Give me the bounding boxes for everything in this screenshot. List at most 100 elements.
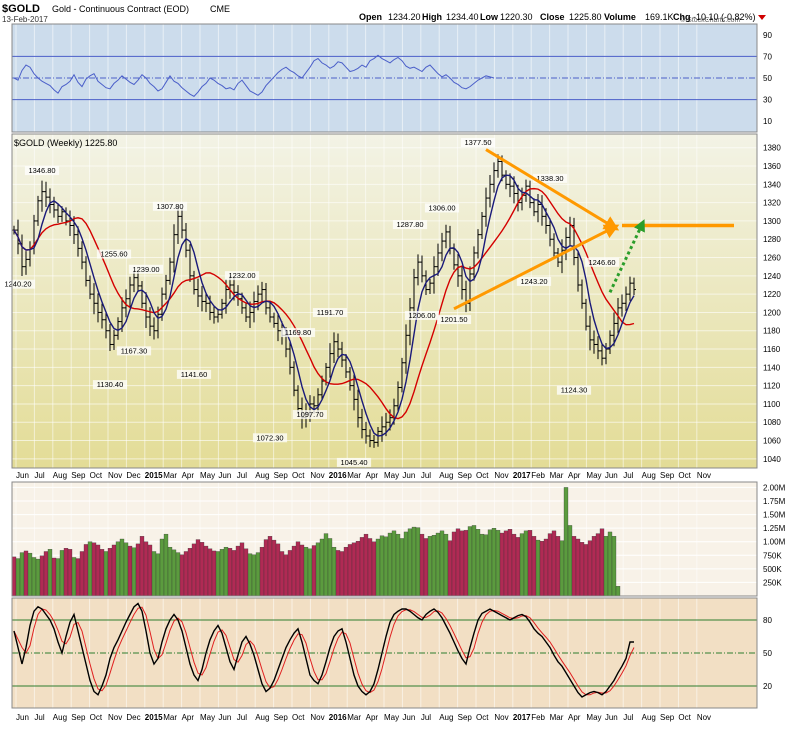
time-tick-label: Mar [347,713,361,722]
volume-bar [579,542,585,597]
time-tick-label: Oct [90,471,103,480]
volume-bar [243,548,249,597]
volume-bar [115,541,121,597]
price-label-bg [92,380,128,390]
volume-bar [227,548,233,597]
volume-bar [383,536,389,597]
volume-bar [151,551,157,597]
time-tick-label: Jul [421,713,431,722]
time-tick-label: May [384,713,399,722]
volume-bar [487,529,493,597]
price-border [11,133,758,469]
price-label-bg [24,166,60,176]
rsi-border [11,23,758,133]
volume-layer [11,487,621,597]
price-extreme-label: 1141.60 [181,370,208,379]
volume-bar [503,530,509,597]
price-legend: $GOLD (Weekly) 1225.80 [14,138,117,148]
stochastic-d-line [13,606,635,696]
short-moving-average-line [13,174,635,437]
chg-down-icon [758,15,766,20]
volume-bar [19,552,25,597]
rsi-tick-label: 30 [763,96,772,105]
volume-bar [567,525,573,597]
volume-bar [307,548,313,597]
axis-layer: JunJunJulJulAugAugSepSepOctOctNovNovDecD… [16,31,786,722]
volume-bar [555,536,561,597]
volume-bar [299,544,305,597]
volume-bar [119,538,125,597]
volume-bar [423,538,429,597]
volume-bar [331,546,337,597]
volume-bar [15,558,21,597]
price-tick-label: 1300 [763,217,781,226]
price-extreme-label: 1306.00 [428,203,455,212]
volume-bar [587,540,593,597]
volume-bar [387,532,393,597]
volume-bar [63,548,69,597]
volume-bar [539,541,545,597]
price-tick-label: 1260 [763,254,781,263]
volume-bar [263,539,269,597]
time-tick-label: Jul [237,471,247,480]
volume-bar [67,549,73,597]
price-extreme-label: 1206.00 [408,311,435,320]
time-tick-label: Oct [476,471,489,480]
price-extreme-label: 1232.00 [228,271,255,280]
volume-bar [327,538,333,597]
price-tick-label: 1360 [763,162,781,171]
volume-bar [31,557,37,597]
volume-bar [127,545,133,597]
volume-bar [519,533,525,597]
price-tick-label: 1180 [763,327,781,336]
time-tick-label: Jun [218,713,231,722]
volume-bar [571,536,577,597]
open-value: 1234.20 [388,12,421,22]
time-tick-label: Apr [568,471,581,480]
time-tick-label: Mar [347,471,361,480]
price-tick-label: 1100 [763,400,781,409]
volume-bar [603,536,609,597]
price-tick-label: 1060 [763,437,781,446]
price-label-bg [280,328,316,338]
price-extreme-label: 1201.50 [440,315,467,324]
annotation-layer [453,148,734,311]
price-label-bg [128,264,164,274]
price-extreme-label: 1377.50 [464,138,491,147]
time-tick-label: Mar [163,471,177,480]
volume-bar [239,542,245,597]
time-tick-label: Dec [126,713,140,722]
volume-bar [247,553,253,597]
volume-bar [163,533,169,597]
stochastic-tick-label: 50 [763,649,772,658]
time-tick-label: Dec [126,471,140,480]
time-tick-label: Jul [237,713,247,722]
volume-bar [267,536,273,597]
volume-bar [11,556,17,597]
time-tick-label: Sep [660,471,675,480]
volume-bar [199,542,205,597]
volume-bar [615,586,621,597]
low-label: Low [480,12,499,22]
triangle-lower-arrow [453,224,620,311]
volume-bar [183,551,189,597]
time-tick-label: Nov [494,471,508,480]
price-extreme-label: 1045.40 [340,458,367,467]
volume-bar [359,537,365,597]
time-tick-label: Aug [439,713,453,722]
time-tick-label: Mar [550,713,564,722]
price-label-bg [392,220,428,230]
time-tick-label: Aug [439,471,453,480]
volume-bar [295,541,301,597]
price-extreme-label: 1243.20 [520,277,547,286]
volume-bar [459,530,465,597]
volume-bar [219,549,225,597]
volume-bar [203,545,209,597]
time-tick-label: Feb [531,713,545,722]
time-tick-label: Mar [550,471,564,480]
volume-bar [159,538,165,597]
volume-tick-label: 500K [763,565,782,574]
rsi-tick-label: 90 [763,31,772,40]
volume-bar [51,557,57,597]
